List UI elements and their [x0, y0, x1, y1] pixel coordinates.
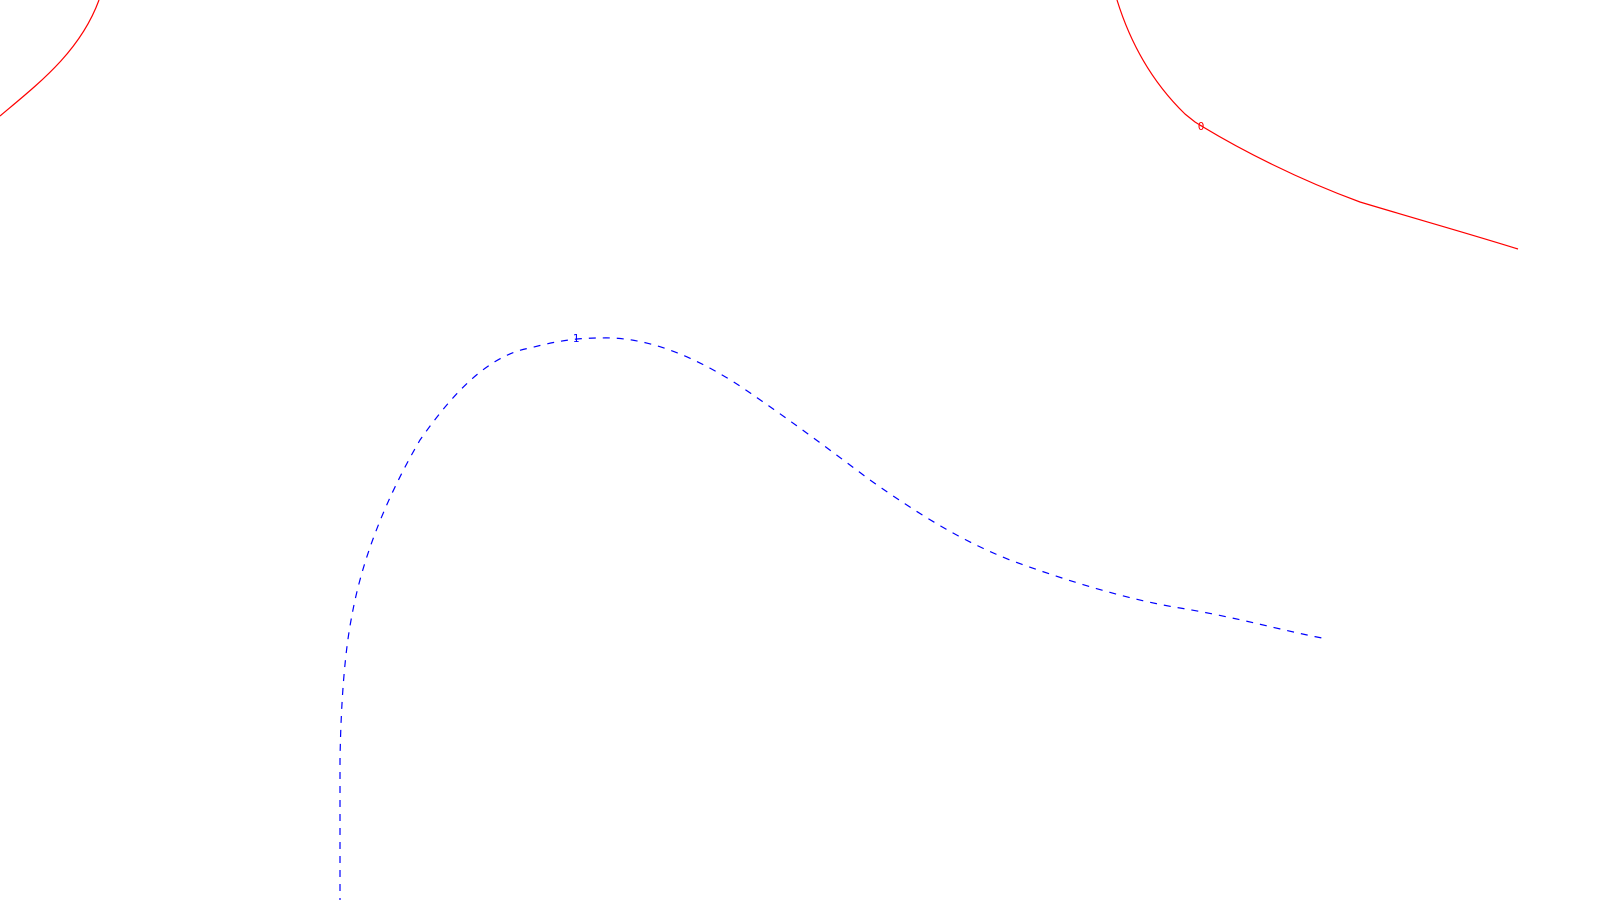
contour-line-0-right	[1116, 0, 1519, 250]
contour-line-1	[339, 337, 1323, 900]
contour-label-1: 1	[573, 332, 580, 345]
contour-label-0: 0	[1198, 120, 1205, 133]
contour-line-0-left	[0, 0, 100, 117]
